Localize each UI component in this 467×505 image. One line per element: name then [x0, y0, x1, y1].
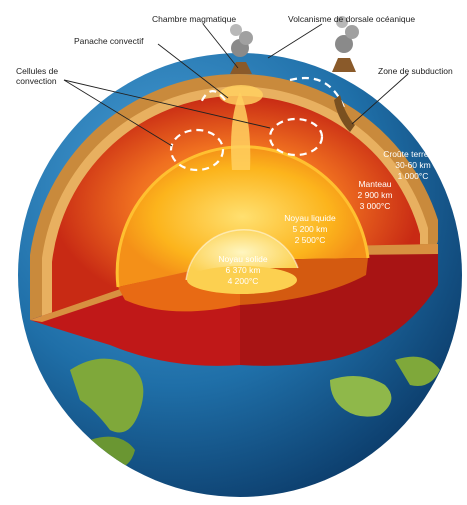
label-manteau: Manteau 2 900 km 3 000°C [358, 179, 393, 211]
noyau-solide-temp: 4 200°C [228, 276, 259, 286]
convection-cell-right [268, 117, 324, 157]
noyau-liquide-thickness: 5 200 km [293, 224, 328, 234]
label-chambre-magmatique: Chambre magmatique [152, 14, 236, 24]
noyau-solide-name: Noyau solide [218, 254, 267, 264]
noyau-solide-thickness: 6 370 km [226, 265, 261, 275]
manteau-name: Manteau [358, 179, 391, 189]
label-cellules-line1: Cellules de [16, 66, 58, 76]
noyau-liquide-name: Noyau liquide [284, 213, 336, 223]
cutaway [30, 73, 438, 366]
manteau-thickness: 2 900 km [358, 190, 393, 200]
label-panache-convectif: Panache convectif [74, 36, 144, 46]
label-volcanisme-dorsale: Volcanisme de dorsale océanique [288, 14, 415, 24]
label-zone-subduction: Zone de subduction [378, 66, 453, 76]
croute-temp: 1 000°C [398, 171, 429, 181]
label-croute: Croûte terrestre 30-60 km 1 000°C [383, 149, 443, 181]
label-noyau-liquide: Noyau liquide 5 200 km 2 500°C [284, 213, 336, 245]
croute-name: Croûte terrestre [383, 149, 443, 159]
croute-thickness: 30-60 km [395, 160, 430, 170]
label-cellules-line2: convection [16, 76, 57, 86]
convection-cell-left [169, 128, 225, 172]
label-noyau-solide: Noyau solide 6 370 km 4 200°C [218, 254, 267, 286]
convection-plume [219, 85, 263, 170]
leader-lines [63, 23, 409, 147]
manteau-temp: 3 000°C [360, 201, 391, 211]
noyau-liquide-temp: 2 500°C [295, 235, 326, 245]
volcano-dorsale [332, 16, 359, 72]
continents [70, 356, 440, 470]
subduction-slab [334, 95, 355, 132]
